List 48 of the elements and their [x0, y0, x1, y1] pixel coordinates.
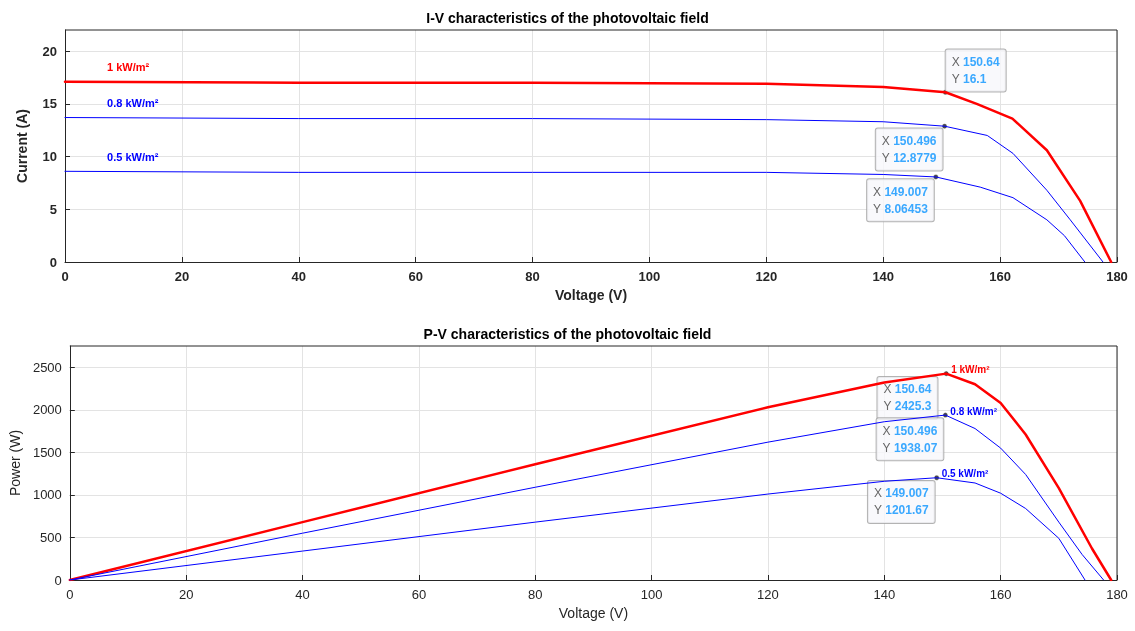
x-axis-title: Voltage (V)	[558, 605, 629, 621]
series-label: 0.5 kW/m²	[107, 150, 159, 163]
x-tick-label: 80	[528, 587, 543, 602]
y-tick-label: 2500	[32, 359, 62, 375]
series-label: 0.8 kW/m²	[107, 97, 159, 110]
x-tick-label: 80	[525, 269, 540, 284]
x-tick-label: 140	[873, 587, 896, 602]
chart-title: I-V characteristics of the photovoltaic field	[426, 10, 709, 26]
x-tick-label: 140	[872, 269, 895, 284]
y-tick-label: 0	[49, 254, 57, 270]
series-label: 0.5 kW/m²	[941, 468, 990, 480]
y-axis-title: Power (W)	[7, 429, 23, 497]
y-tick-label: 1000	[32, 487, 62, 503]
y-tick-label: 2000	[32, 402, 62, 418]
x-tick-label: 100	[640, 587, 663, 602]
x-tick-label: 20	[178, 587, 194, 602]
x-tick-label: 0	[66, 587, 74, 602]
y-axis-title: Current (A)	[14, 109, 30, 183]
x-tick-label: 60	[408, 269, 423, 284]
annotation: X 150.496 Y 1938.07	[882, 423, 938, 455]
annotation: X 149.007 Y 1201.67	[873, 486, 929, 518]
x-tick-label: 100	[638, 269, 661, 284]
x-tick-label: 160	[989, 269, 1011, 284]
chart-title: P-V characteristics of the photovoltaic field	[423, 326, 712, 342]
annotation: X 150.64 Y 2425.3	[883, 382, 932, 414]
annotation: X 150.64 Y 16.1	[951, 54, 1001, 86]
x-axis-title: Voltage (V)	[554, 287, 628, 303]
y-tick-label: 1500	[32, 444, 62, 460]
x-tick-label: 180	[1106, 587, 1128, 602]
x-tick-label: 60	[411, 587, 427, 602]
annotation: X 149.007 Y 8.06453	[873, 184, 929, 216]
y-tick-label: 20	[42, 43, 57, 59]
y-tick-label: 5	[49, 201, 57, 217]
x-tick-label: 120	[757, 587, 779, 602]
x-tick-label: 40	[291, 269, 307, 284]
y-tick-label: 15	[42, 96, 57, 112]
x-tick-label: 40	[295, 587, 310, 602]
series-label: 1 kW/m²	[107, 61, 150, 74]
annotation: X 150.496 Y 12.8779	[881, 133, 937, 165]
y-tick-label: 10	[42, 149, 57, 165]
x-tick-label: 20	[174, 269, 190, 284]
y-tick-label: 500	[40, 529, 62, 545]
x-tick-label: 160	[989, 587, 1012, 602]
x-tick-label: 180	[1106, 269, 1128, 284]
series-label: 1 kW/m²	[951, 364, 991, 376]
series-label: 0.8 kW/m²	[950, 405, 998, 417]
x-tick-label: 120	[755, 269, 778, 284]
y-tick-label: 0	[54, 572, 62, 588]
